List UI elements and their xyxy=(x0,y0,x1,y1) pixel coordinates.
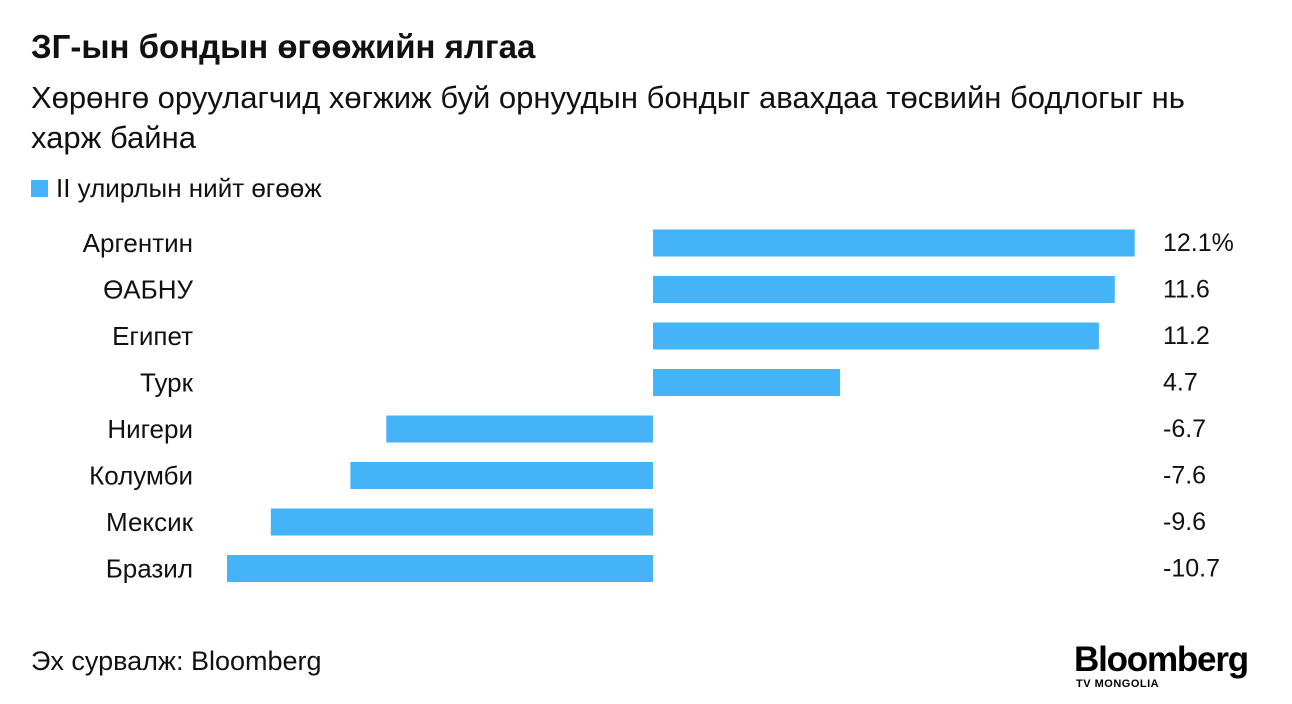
legend: II улирлын нийт өгөөж xyxy=(31,173,322,204)
category-label-1: ӨАБНУ xyxy=(103,275,193,305)
category-label-2: Египет xyxy=(112,321,193,351)
value-label-1: 11.6 xyxy=(1163,276,1210,304)
category-label-7: Бразил xyxy=(106,554,193,584)
category-label-4: Нигери xyxy=(107,414,193,444)
logo-subtitle: TV MONGOLIA xyxy=(1076,678,1160,690)
bar-3 xyxy=(653,369,841,396)
bar-4 xyxy=(386,415,653,443)
legend-label: II улирлын нийт өгөөж xyxy=(56,173,322,203)
chart-subtitle: Хөрөнгө оруулагчид хөгжиж буй орнуудын б… xyxy=(31,80,1185,155)
logo-wordmark: Bloomberg xyxy=(1074,640,1249,679)
value-label-3: 4.7 xyxy=(1163,369,1198,397)
value-label-2: 11.2 xyxy=(1163,322,1210,350)
value-label-5: -7.6 xyxy=(1163,462,1206,490)
category-label-5: Колумби xyxy=(89,461,193,491)
value-label-0: 12.1% xyxy=(1163,229,1234,257)
bar-6 xyxy=(270,508,653,536)
value-label-6: -9.6 xyxy=(1163,508,1206,536)
bar-0 xyxy=(653,229,1135,257)
bloomberg-logo: Bloomberg TV MONGOLIA xyxy=(1074,640,1264,691)
bar-1 xyxy=(653,276,1115,303)
source-note: Эх сурвалж: Bloomberg xyxy=(31,646,322,676)
category-label-0: Аргентин xyxy=(83,228,193,258)
legend-swatch xyxy=(31,180,48,197)
value-label-4: -6.7 xyxy=(1163,415,1206,443)
bar-2 xyxy=(653,322,1099,350)
bar-5 xyxy=(350,462,653,489)
category-label-3: Турк xyxy=(140,368,194,398)
chart-title: ЗГ-ын бондын өгөөжийн ялгаа xyxy=(31,28,536,65)
category-label-6: Мексик xyxy=(106,507,194,537)
value-label-7: -10.7 xyxy=(1163,555,1220,583)
bar-7 xyxy=(227,555,653,582)
